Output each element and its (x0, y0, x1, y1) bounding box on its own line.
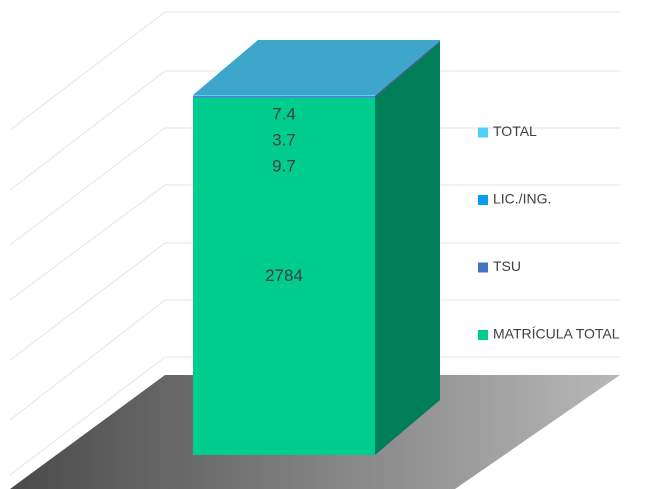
legend-label: TOTAL (493, 123, 537, 139)
bar-front (193, 97, 375, 455)
data-label: 3.7 (272, 130, 296, 149)
legend-label: TSU (493, 258, 521, 274)
data-label: 9.7 (272, 156, 296, 175)
bar-side (375, 40, 440, 97)
legend-swatch (478, 262, 488, 273)
bar-top (193, 40, 440, 95)
bar-front (193, 95, 375, 96)
data-label: 7.4 (272, 104, 296, 123)
data-label: 2784 (265, 266, 303, 285)
bar-side (375, 42, 440, 455)
legend-swatch (478, 330, 488, 340)
bar-side (375, 41, 440, 98)
bar-front (193, 96, 375, 98)
bar-side (375, 40, 440, 96)
legend-label: LIC./ING. (493, 191, 551, 207)
legend-swatch (478, 127, 488, 138)
legend-swatch (478, 195, 488, 205)
legend-label: MATRÍCULA TOTAL (493, 326, 620, 342)
